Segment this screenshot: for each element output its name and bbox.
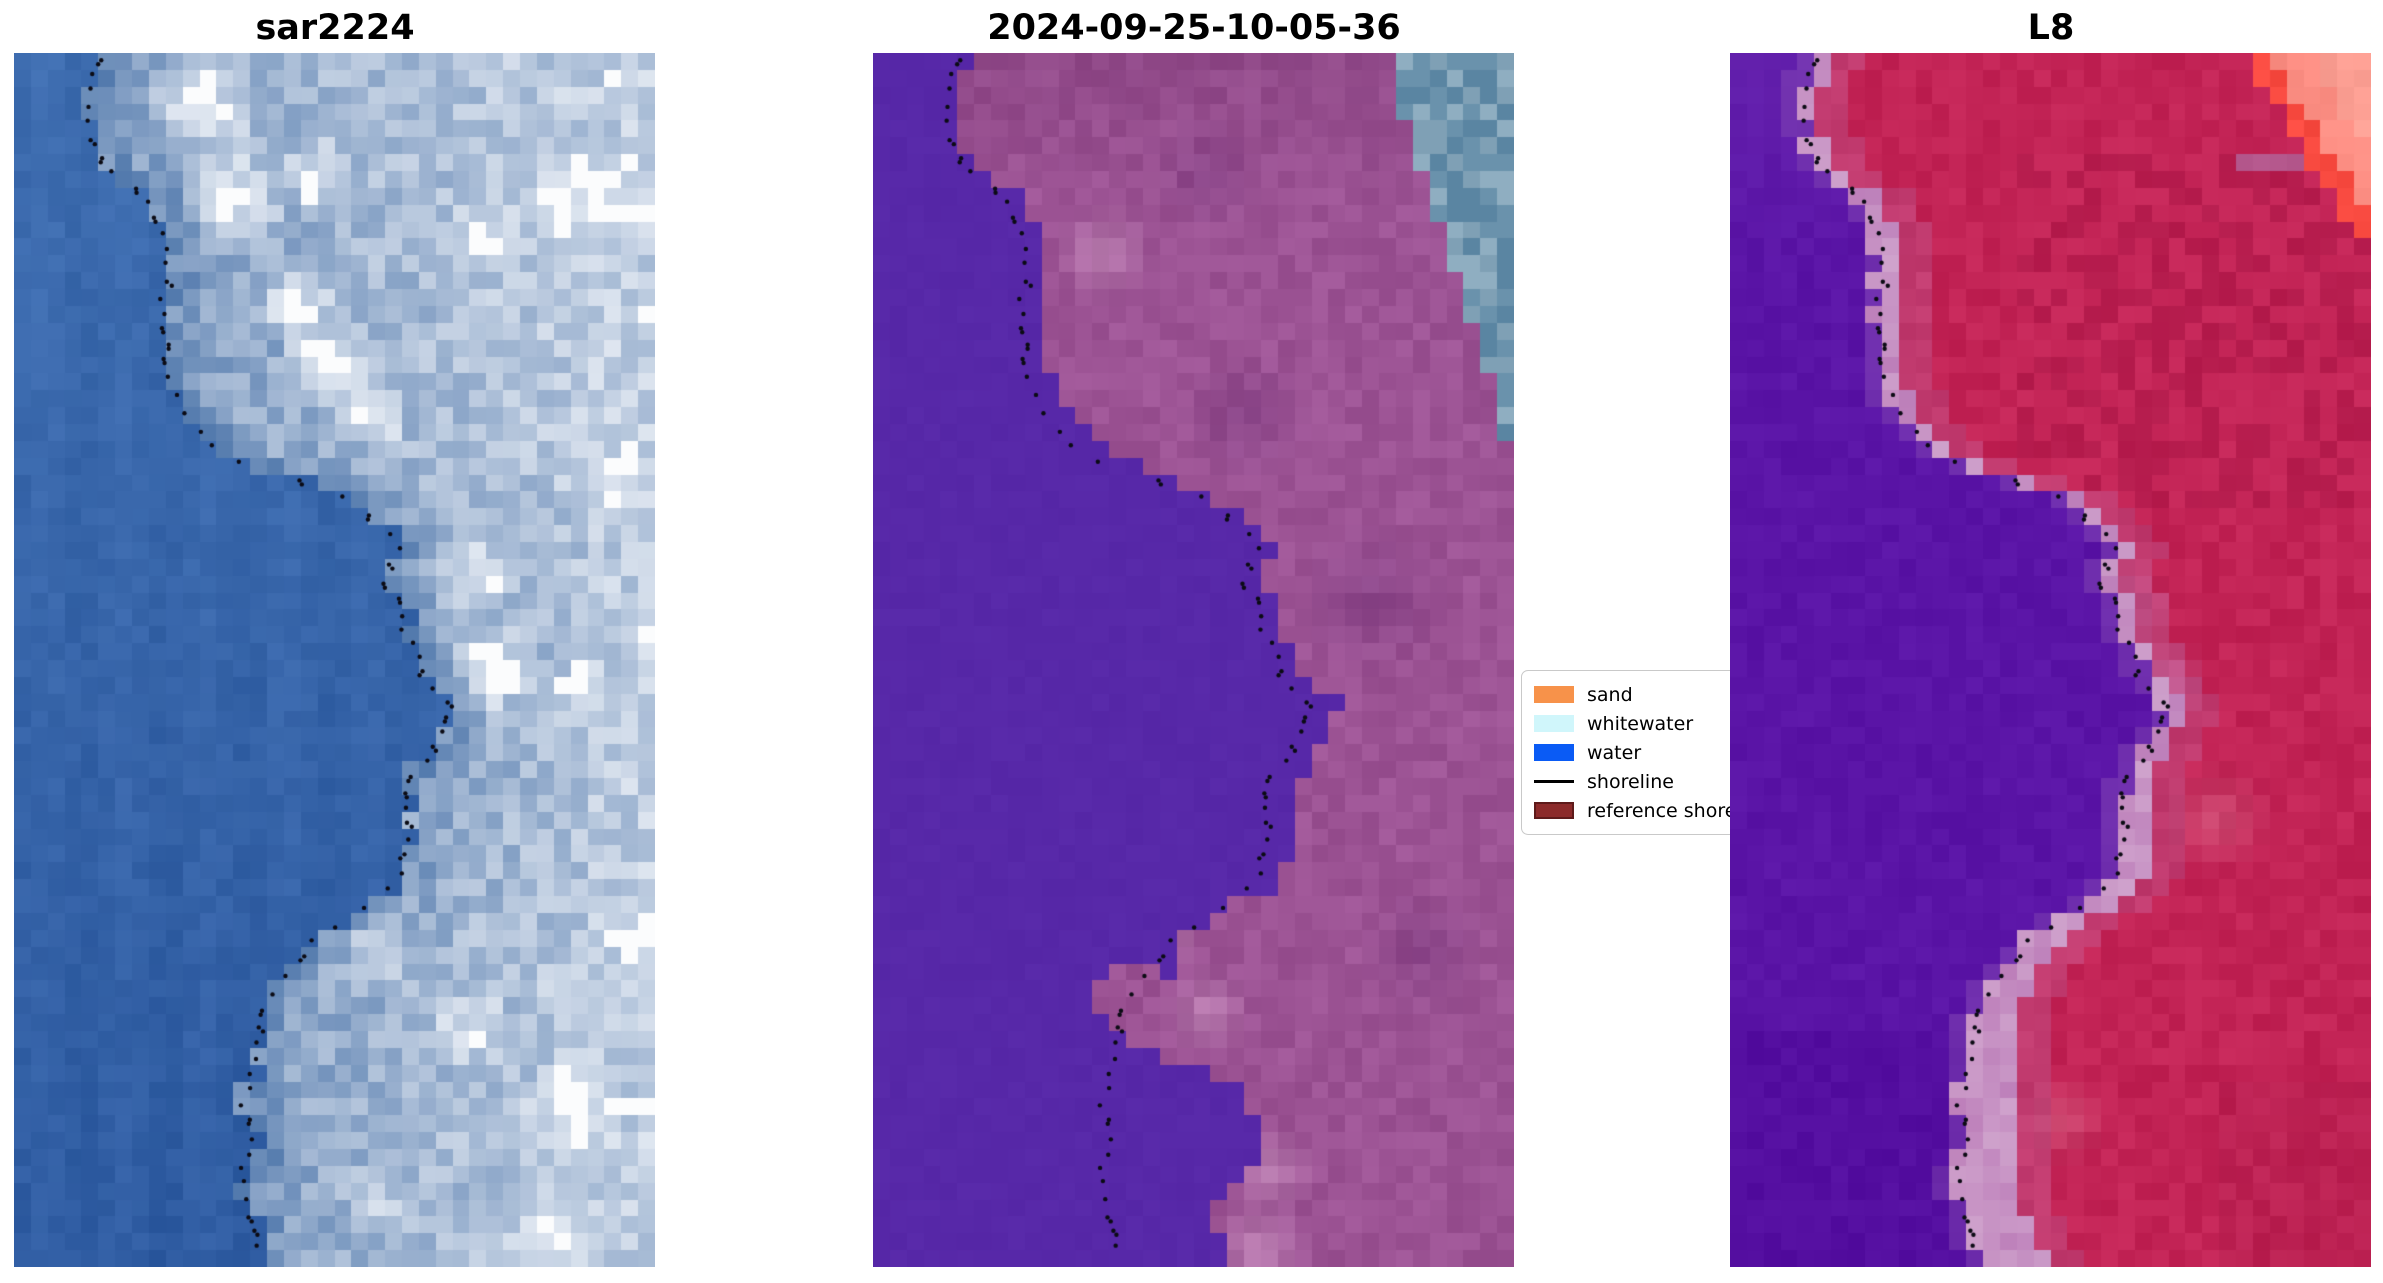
legend-item: sand: [1534, 680, 1782, 709]
legend-whitewater-swatch-icon: [1534, 715, 1574, 732]
legend-shoreline-line-icon: [1534, 773, 1574, 790]
legend-water-swatch-icon: [1534, 744, 1574, 761]
legend-item: reference shoreline: [1534, 796, 1782, 825]
panel-title-date: 2024-09-25-10-05-36: [987, 8, 1401, 48]
legend-item: water: [1534, 738, 1782, 767]
legend-sand-swatch-icon: [1534, 686, 1574, 703]
legend-item-label: water: [1587, 741, 1642, 764]
panel-title-l8: L8: [2027, 8, 2075, 48]
legend-item-label: sand: [1587, 683, 1633, 706]
legend-item: shoreline: [1534, 767, 1782, 796]
legend-item-label: whitewater: [1587, 712, 1694, 735]
legend-item-label: shoreline: [1587, 770, 1674, 793]
l8-image-panel: [1730, 53, 2371, 1267]
classified-image-panel: [873, 53, 1514, 1267]
sar-image-panel: [14, 53, 655, 1267]
legend-reference-shoreline-swatch-icon: [1534, 802, 1574, 819]
legend-item: whitewater: [1534, 709, 1782, 738]
shoreline-line-icon: [1534, 780, 1574, 783]
panel-title-sar2224: sar2224: [255, 8, 415, 48]
legend-item-label: reference shoreline: [1587, 799, 1771, 822]
